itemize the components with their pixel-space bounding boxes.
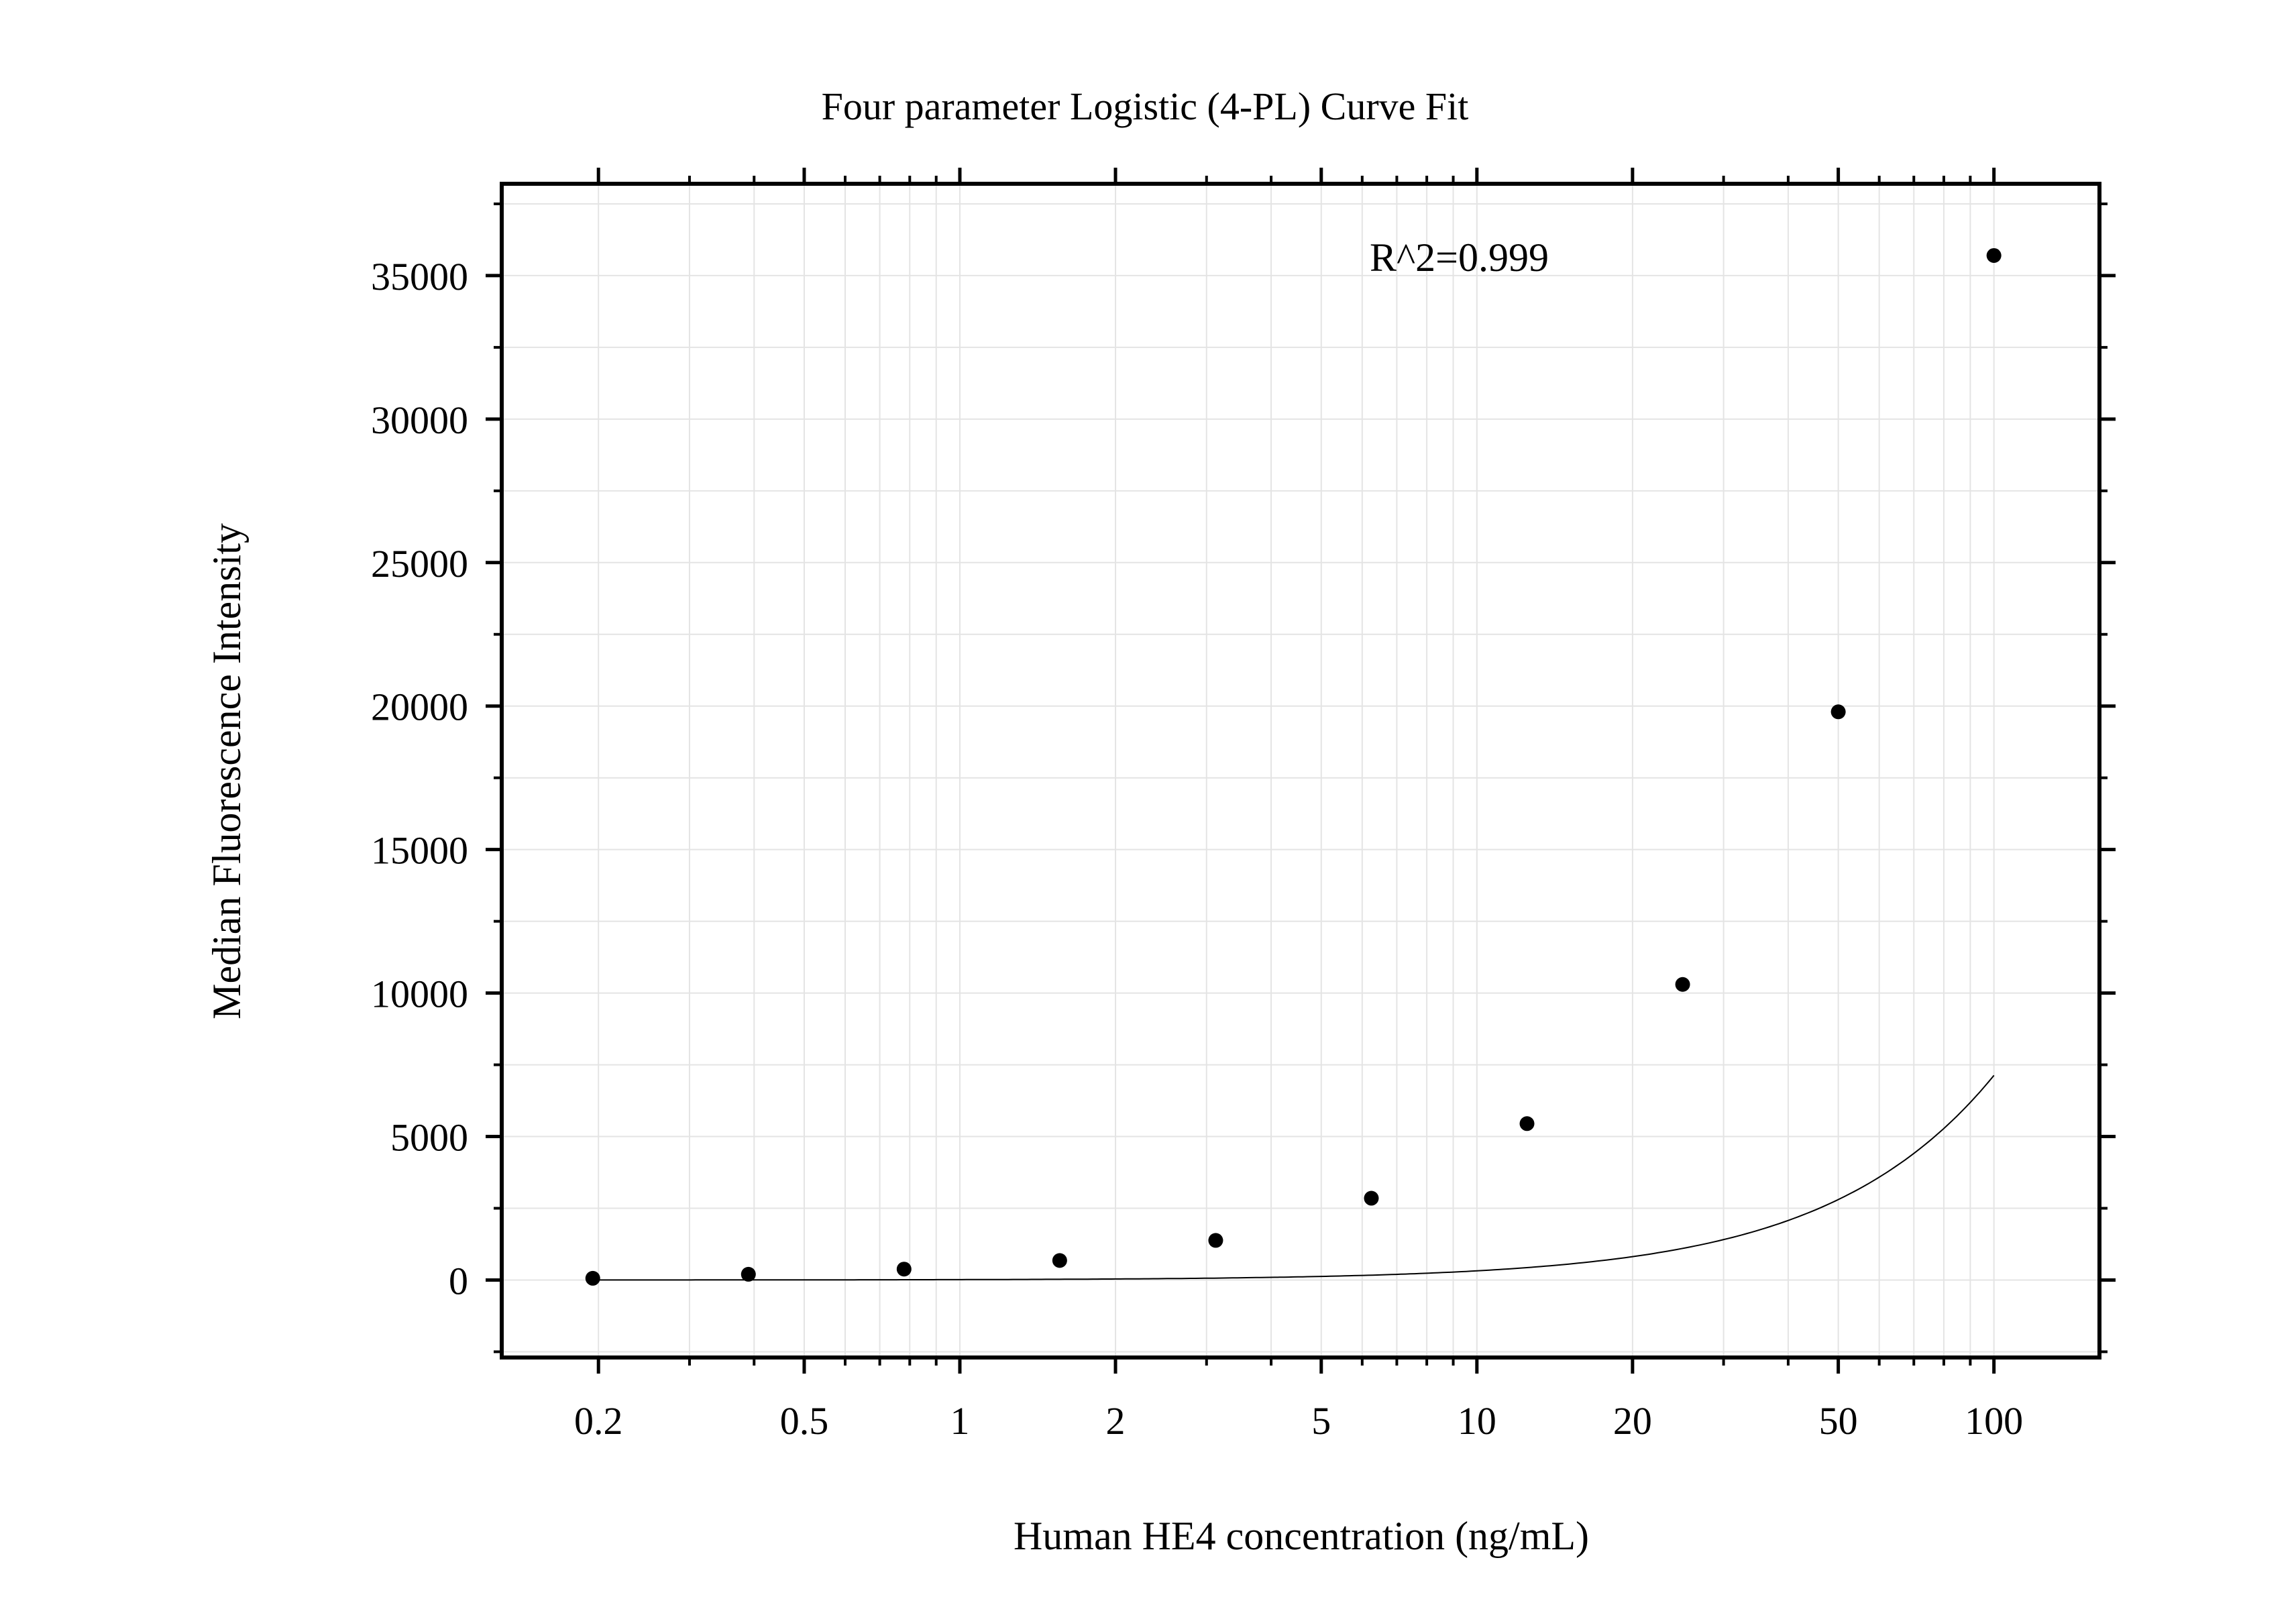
y-tick-label: 30000 [371, 398, 468, 442]
data-point [1830, 704, 1846, 720]
x-tick-label: 0.2 [574, 1399, 623, 1443]
data-point [1364, 1190, 1379, 1206]
x-tick-label: 2 [1106, 1399, 1126, 1443]
x-axis-label: Human HE4 concentration (ng/mL) [1014, 1514, 1589, 1558]
y-tick-label: 20000 [371, 685, 468, 729]
data-points [585, 247, 2002, 1286]
axis-ticks [486, 168, 2116, 1374]
y-tick-label: 25000 [371, 542, 468, 586]
data-point [1986, 247, 2002, 263]
y-tick-label: 35000 [371, 255, 468, 298]
x-tick-label: 5 [1311, 1399, 1331, 1443]
y-axis-label: Median Fluorescence Intensity [205, 523, 249, 1019]
r-squared-annotation: R^2=0.999 [1370, 235, 1549, 280]
plot-frame [500, 182, 2101, 1360]
data-point [896, 1262, 912, 1277]
data-point [1675, 977, 1690, 992]
y-tick-label: 5000 [390, 1116, 468, 1160]
x-tick-label: 0.5 [780, 1399, 829, 1443]
x-tick-label: 100 [1965, 1399, 2023, 1443]
data-point [1208, 1233, 1223, 1248]
x-tick-labels: 0.2 0.5 1 2 5 10 20 50 100 [574, 1399, 2023, 1443]
data-point [1519, 1116, 1535, 1131]
data-point [1052, 1253, 1067, 1268]
x-tick-label: 1 [950, 1399, 969, 1443]
x-tick-label: 20 [1613, 1399, 1652, 1443]
x-tick-label: 10 [1458, 1399, 1496, 1443]
x-tick-label: 50 [1819, 1399, 1858, 1443]
y-tick-label: 15000 [371, 829, 468, 873]
y-tick-label: 0 [449, 1259, 468, 1303]
fit-curve [592, 1074, 1995, 1281]
data-point [585, 1270, 600, 1286]
grid [502, 184, 2099, 1357]
chart-title: Four parameter Logistic (4-PL) Curve Fit [822, 85, 1469, 128]
data-point [741, 1266, 756, 1282]
y-tick-label: 10000 [371, 973, 468, 1016]
y-tick-labels: 0 5000 10000 15000 20000 25000 30000 35000 [371, 255, 468, 1303]
